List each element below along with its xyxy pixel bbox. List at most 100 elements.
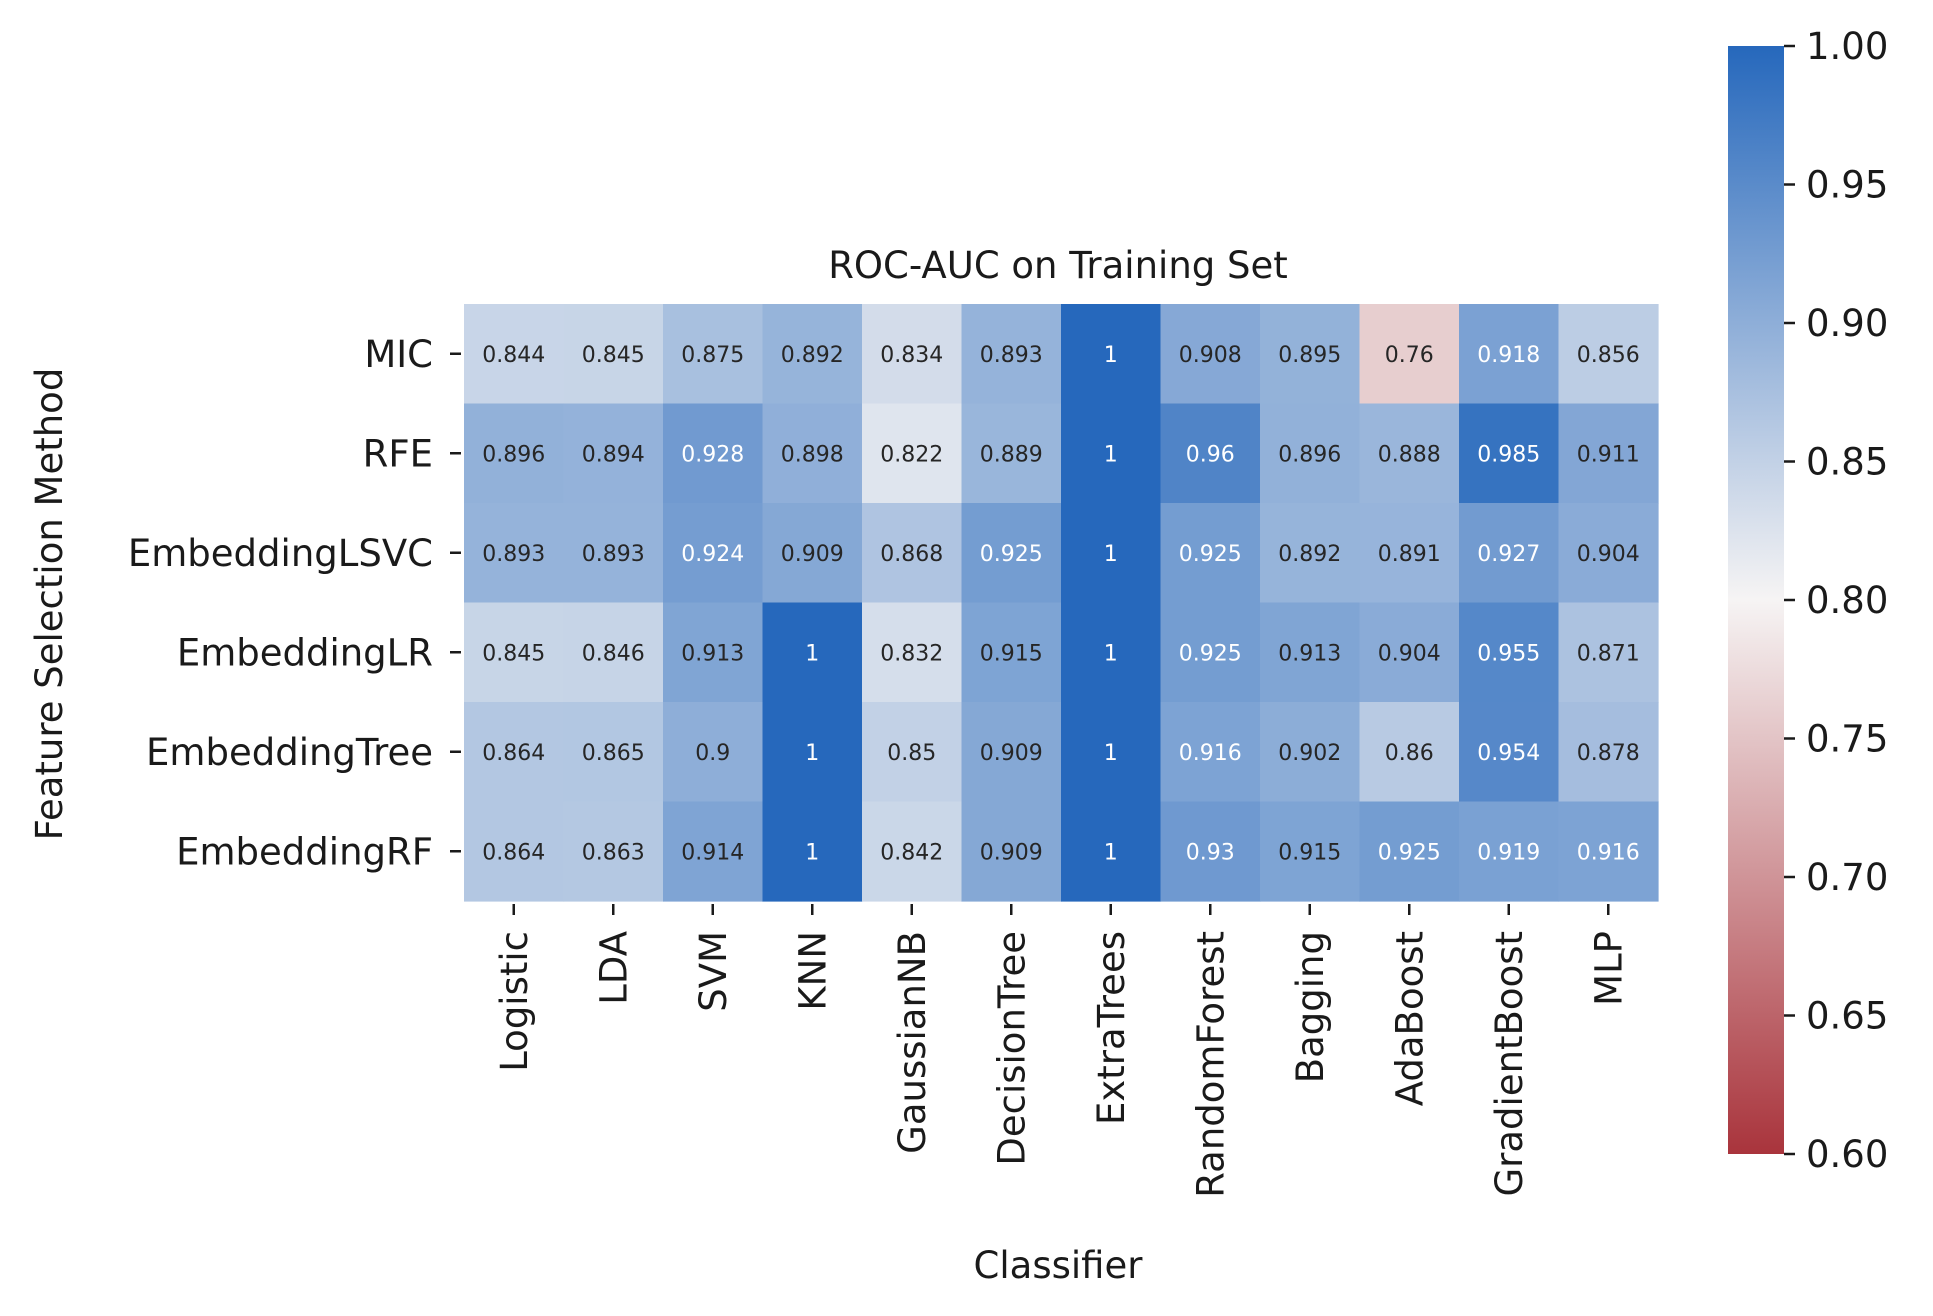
heatmap-cell — [1459, 602, 1560, 703]
heatmap-cell — [961, 403, 1062, 504]
x-tick-label: Logistic — [493, 931, 536, 1072]
colorbar-tick-label: 0.75 — [1806, 718, 1888, 761]
cell-value-label: 0.822 — [880, 442, 943, 467]
cell-value-label: 0.904 — [1378, 641, 1441, 666]
x-tick-label: KNN — [791, 931, 834, 1011]
cell-value-label: 0.894 — [582, 442, 645, 467]
cell-value-label: 0.868 — [880, 542, 943, 567]
cell-value-label: 0.955 — [1477, 641, 1540, 666]
y-tick-label: EmbeddingLR — [177, 631, 433, 674]
heatmap-cell — [1160, 801, 1261, 902]
heatmap-cell — [961, 801, 1062, 902]
y-axis-ticks: MIC RFE EmbeddingLSVC EmbeddingLR EmbeddingT… — [128, 333, 461, 873]
heatmap-cells — [464, 304, 1659, 902]
heatmap-cell — [464, 801, 565, 902]
cell-value-label: 0.865 — [582, 741, 645, 766]
colorbar-tick-label: 0.65 — [1806, 995, 1888, 1038]
colorbar-tick-label: 0.85 — [1806, 441, 1888, 484]
cell-value-label: 0.913 — [1278, 641, 1341, 666]
heatmap-cell — [762, 503, 863, 604]
cell-value-label: 0.911 — [1577, 442, 1640, 467]
x-tick-label: MLP — [1587, 931, 1630, 1006]
cell-value-label: 0.908 — [1179, 343, 1242, 368]
y-axis-label: Feature Selection Method — [28, 368, 71, 841]
heatmap-cell — [1160, 503, 1261, 604]
cell-value-label: 0.842 — [880, 840, 943, 865]
heatmap-cell — [464, 702, 565, 803]
heatmap-cell — [1359, 602, 1460, 703]
heatmap-cell — [464, 602, 565, 703]
y-tick-label: RFE — [363, 432, 433, 475]
cell-value-label: 0.895 — [1278, 343, 1341, 368]
cell-value-label: 0.85 — [887, 741, 936, 766]
cell-value-label: 0.832 — [880, 641, 943, 666]
colorbar-tick-label: 0.70 — [1806, 856, 1888, 899]
cell-value-label: 0.916 — [1179, 741, 1242, 766]
heatmap-cell — [1260, 602, 1361, 703]
cell-value-label: 0.916 — [1577, 840, 1640, 865]
cell-value-label: 0.927 — [1477, 542, 1540, 567]
cell-value-label: 0.891 — [1378, 542, 1441, 567]
cell-value-label: 0.86 — [1385, 741, 1434, 766]
heatmap-cell — [1558, 403, 1659, 504]
cell-value-label: 0.889 — [980, 442, 1043, 467]
heatmap-cell — [464, 304, 565, 405]
colorbar-tick-label: 0.60 — [1806, 1133, 1888, 1176]
heatmap-cell — [1061, 304, 1162, 405]
cell-value-label: 0.893 — [582, 542, 645, 567]
x-tick-label: AdaBoost — [1388, 931, 1431, 1106]
heatmap-cell — [1061, 602, 1162, 703]
heatmap-cell — [762, 801, 863, 902]
heatmap-cell — [563, 403, 664, 504]
heatmap-cell — [1558, 503, 1659, 604]
heatmap-cell — [1359, 702, 1460, 803]
heatmap-cell — [1459, 403, 1560, 504]
cell-value-label: 0.925 — [980, 542, 1043, 567]
cell-value-label: 0.915 — [980, 641, 1043, 666]
cell-value-label: 0.871 — [1577, 641, 1640, 666]
cell-value-label: 0.918 — [1477, 343, 1540, 368]
cell-value-label: 0.896 — [482, 442, 545, 467]
heatmap-cell — [1558, 602, 1659, 703]
heatmap-cell — [1260, 801, 1361, 902]
cell-value-label: 1 — [1104, 542, 1118, 567]
x-tick-label: ExtraTrees — [1090, 931, 1133, 1125]
x-tick-label: GradientBoost — [1488, 931, 1531, 1197]
cell-value-label: 1 — [1104, 343, 1118, 368]
heatmap-cell — [1558, 702, 1659, 803]
cell-value-label: 0.925 — [1378, 840, 1441, 865]
cell-value-label: 0.915 — [1278, 840, 1341, 865]
cell-value-label: 1 — [1104, 741, 1118, 766]
cell-value-label: 0.845 — [582, 343, 645, 368]
cell-value-label: 0.845 — [482, 641, 545, 666]
cell-value-label: 1 — [1104, 840, 1118, 865]
cell-value-label: 0.9 — [695, 741, 730, 766]
heatmap-cell — [663, 702, 764, 803]
cell-value-label: 0.863 — [582, 840, 645, 865]
heatmap-cell — [1061, 702, 1162, 803]
cell-value-label: 0.892 — [1278, 542, 1341, 567]
cell-value-label: 0.954 — [1477, 741, 1540, 766]
heatmap-cell — [1459, 503, 1560, 604]
heatmap-cell — [762, 304, 863, 405]
cell-value-label: 0.924 — [681, 542, 744, 567]
heatmap-cell — [1160, 702, 1261, 803]
cell-value-label: 0.925 — [1179, 641, 1242, 666]
cell-value-label: 1 — [805, 641, 819, 666]
heatmap-cell — [1160, 602, 1261, 703]
cell-value-label: 0.888 — [1378, 442, 1441, 467]
x-tick-label: DecisionTree — [990, 931, 1033, 1166]
cell-value-label: 0.844 — [482, 343, 545, 368]
heatmap-cell — [464, 403, 565, 504]
heatmap-cell — [1359, 801, 1460, 902]
heatmap-cell — [862, 801, 963, 902]
cell-value-label: 0.909 — [781, 542, 844, 567]
heatmap-cell — [862, 503, 963, 604]
x-axis-label: Classifier — [974, 1244, 1144, 1287]
cell-value-label: 0.909 — [980, 840, 1043, 865]
heatmap-cell — [1459, 702, 1560, 803]
heatmap-cell — [1359, 304, 1460, 405]
heatmap-cell — [563, 702, 664, 803]
cell-value-label: 0.893 — [980, 343, 1043, 368]
